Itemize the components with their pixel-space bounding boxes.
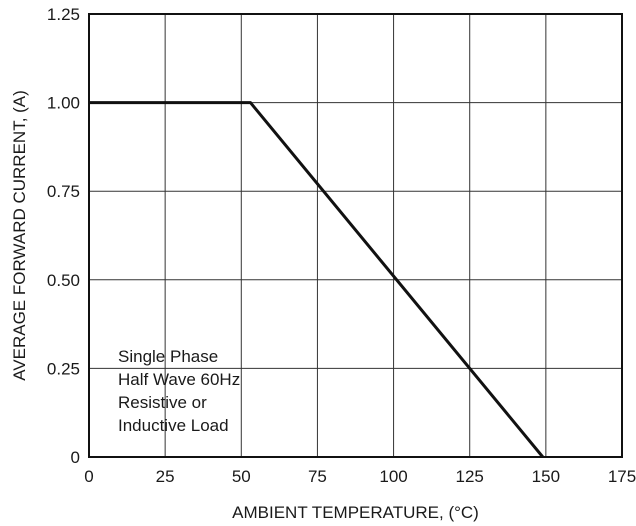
grid <box>89 14 622 457</box>
annotation-line: Half Wave 60Hz <box>118 370 240 389</box>
y-tick-label: 0.50 <box>47 271 80 290</box>
series-line <box>89 101 544 458</box>
y-tick-label: 1.00 <box>47 94 80 113</box>
x-tick-label: 175 <box>608 467 636 486</box>
x-tick-label: 75 <box>308 467 327 486</box>
annotation: Single Phase Half Wave 60Hz Resistive or In… <box>118 347 240 435</box>
plot-frame <box>88 13 623 458</box>
x-tick-label: 150 <box>532 467 560 486</box>
x-tick-labels: 0 25 50 75 100 125 150 175 <box>84 467 636 486</box>
x-tick-label: 50 <box>232 467 251 486</box>
plot-background <box>89 14 622 457</box>
y-tick-labels: 0 0.25 0.50 0.75 1.00 1.25 <box>47 5 80 467</box>
x-tick-label: 25 <box>156 467 175 486</box>
y-tick-label: 1.25 <box>47 5 80 24</box>
x-tick-label: 100 <box>379 467 407 486</box>
y-axis-label: AVERAGE FORWARD CURRENT, (A) <box>10 90 29 381</box>
annotation-line: Single Phase <box>118 347 218 366</box>
annotation-line: Resistive or <box>118 393 207 412</box>
y-tick-label: 0.75 <box>47 182 80 201</box>
x-tick-label: 125 <box>456 467 484 486</box>
x-tick-label: 0 <box>84 467 93 486</box>
annotation-line: Inductive Load <box>118 416 229 435</box>
x-axis-label: AMBIENT TEMPERATURE, (°C) <box>232 503 479 522</box>
y-tick-label: 0 <box>71 448 80 467</box>
y-tick-label: 0.25 <box>47 359 80 378</box>
series <box>89 101 544 458</box>
